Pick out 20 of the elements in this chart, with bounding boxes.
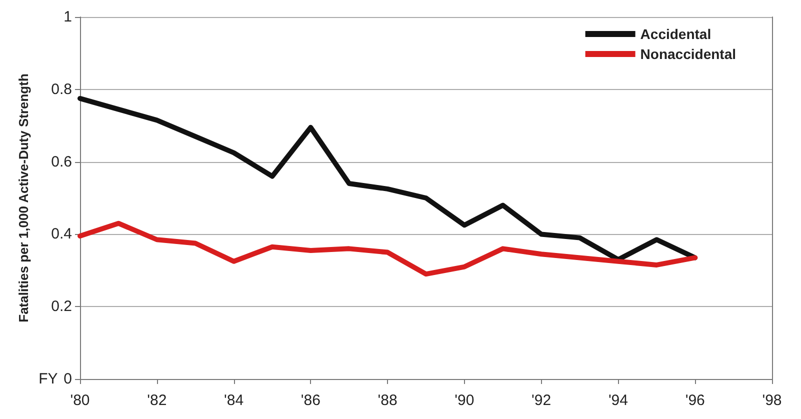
legend-label: Accidental [640, 26, 712, 42]
x-tick-label: '84 [224, 392, 244, 409]
y-axis-title: Fatalities per 1,000 Active-Duty Strength [16, 74, 31, 322]
x-tick-label: '96 [685, 392, 705, 409]
x-tick-label: '98 [762, 392, 782, 409]
y-tick-label: 0.4 [51, 226, 72, 243]
y-tick-label: 0.2 [51, 298, 72, 316]
y-tick-label: 0 [64, 370, 72, 388]
y-tick-label: 0.6 [51, 153, 72, 170]
x-tick-label: '88 [378, 392, 398, 409]
y-tick-label: 1 [64, 8, 72, 26]
x-axis-title: FY [38, 370, 58, 388]
x-tick-label: '82 [147, 392, 167, 409]
x-tick-label: '94 [608, 392, 628, 409]
x-tick-label: '90 [454, 392, 474, 409]
y-tick-label: 0.8 [51, 80, 72, 98]
x-tick-label: '80 [70, 392, 90, 409]
x-tick-label: '86 [300, 392, 320, 409]
x-tick-label: '92 [532, 392, 552, 409]
legend-label: Nonaccidental [640, 46, 736, 62]
